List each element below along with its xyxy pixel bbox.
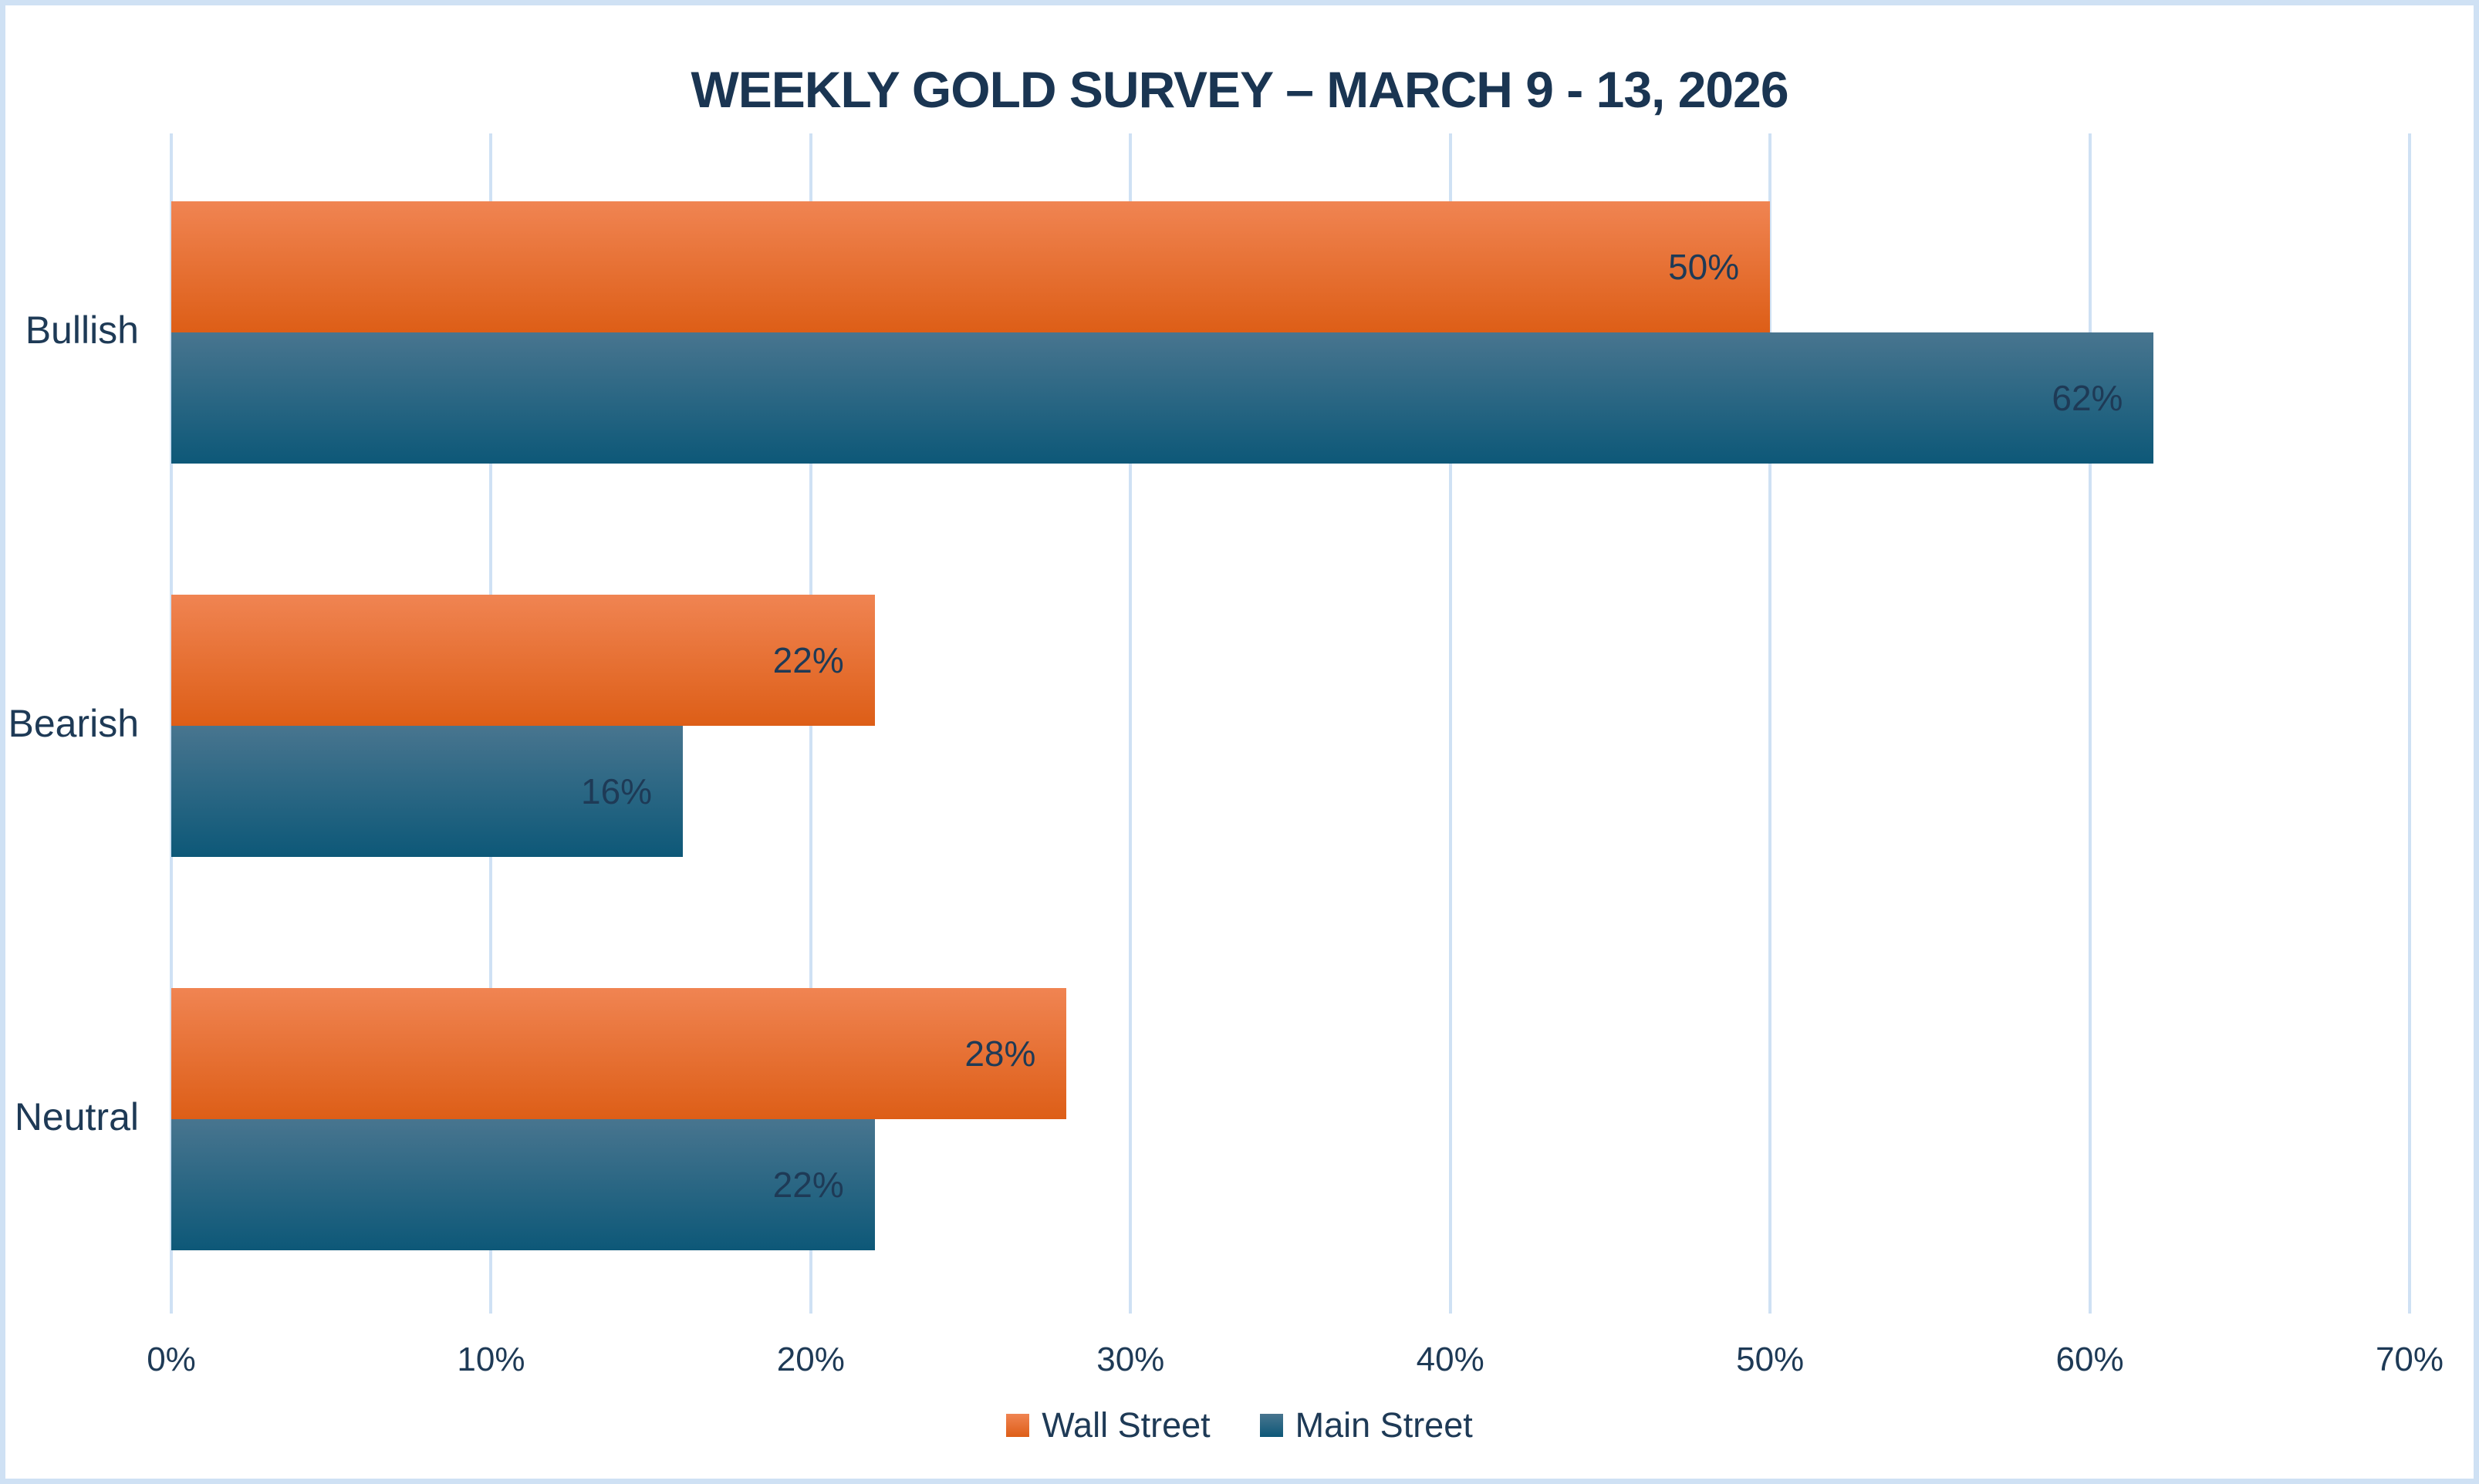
x-tick-20: 20% (776, 1341, 845, 1378)
x-tick-10: 10% (457, 1341, 525, 1378)
legend-swatch-wall-street (1006, 1414, 1030, 1437)
bar-main-street-neutral: 22% (171, 1119, 875, 1250)
legend-item-main-street: Main Street (1259, 1405, 1473, 1445)
legend-item-wall-street: Wall Street (1006, 1405, 1211, 1445)
x-tick-50: 50% (1736, 1341, 1805, 1378)
category-group-neutral: Neutral 28% 22% (15, 920, 2410, 1314)
gridline-30 (1129, 133, 1133, 1314)
x-tick-70: 70% (2375, 1341, 2444, 1378)
gridline-70 (2408, 133, 2411, 1314)
data-label-main-street-neutral: 22% (772, 1165, 844, 1205)
data-label-main-street-bearish: 16% (581, 771, 653, 811)
category-label-bullish: Bullish (25, 309, 139, 352)
data-label-wall-street-bullish: 50% (1668, 247, 1740, 287)
category-label-neutral: Neutral (14, 1095, 139, 1138)
gridline-40 (1448, 133, 1452, 1314)
bar-wall-street-bearish: 22% (171, 595, 875, 726)
legend-label-wall-street: Wall Street (1042, 1405, 1211, 1445)
category-label-bearish: Bearish (8, 702, 139, 745)
gridline-50 (1768, 133, 1772, 1314)
x-tick-40: 40% (1416, 1341, 1484, 1378)
x-tick-30: 30% (1096, 1341, 1165, 1378)
category-group-bearish: Bearish 22% 16% (8, 527, 2410, 920)
bar-main-street-bullish: 62% (171, 332, 2154, 464)
x-tick-60: 60% (2055, 1341, 2124, 1378)
category-group-bullish: Bullish 50% 62% (25, 133, 2410, 527)
x-axis: 0% 10% 20% 30% 40% 50% 60% 70% (147, 1341, 2444, 1387)
bar-wall-street-bullish: 50% (171, 201, 1771, 332)
gridline-60 (2088, 133, 2092, 1314)
bar-main-street-bearish: 16% (171, 726, 684, 857)
plot-area: Bullish 50% 62% Bearish 22% 16% Neutral … (8, 133, 2411, 1314)
bar-wall-street-neutral: 28% (171, 988, 1067, 1119)
legend-label-main-street: Main Street (1295, 1405, 1473, 1445)
data-label-main-street-bullish: 62% (2052, 378, 2123, 418)
legend-swatch-main-street (1259, 1414, 1283, 1437)
chart-legend: Wall Street Main Street (0, 1405, 2479, 1445)
data-label-wall-street-bearish: 22% (772, 640, 844, 680)
x-tick-0: 0% (147, 1341, 196, 1378)
chart-title: WEEKLY GOLD SURVEY – MARCH 9 - 13, 2026 (691, 61, 1788, 118)
data-label-wall-street-neutral: 28% (964, 1034, 1036, 1074)
